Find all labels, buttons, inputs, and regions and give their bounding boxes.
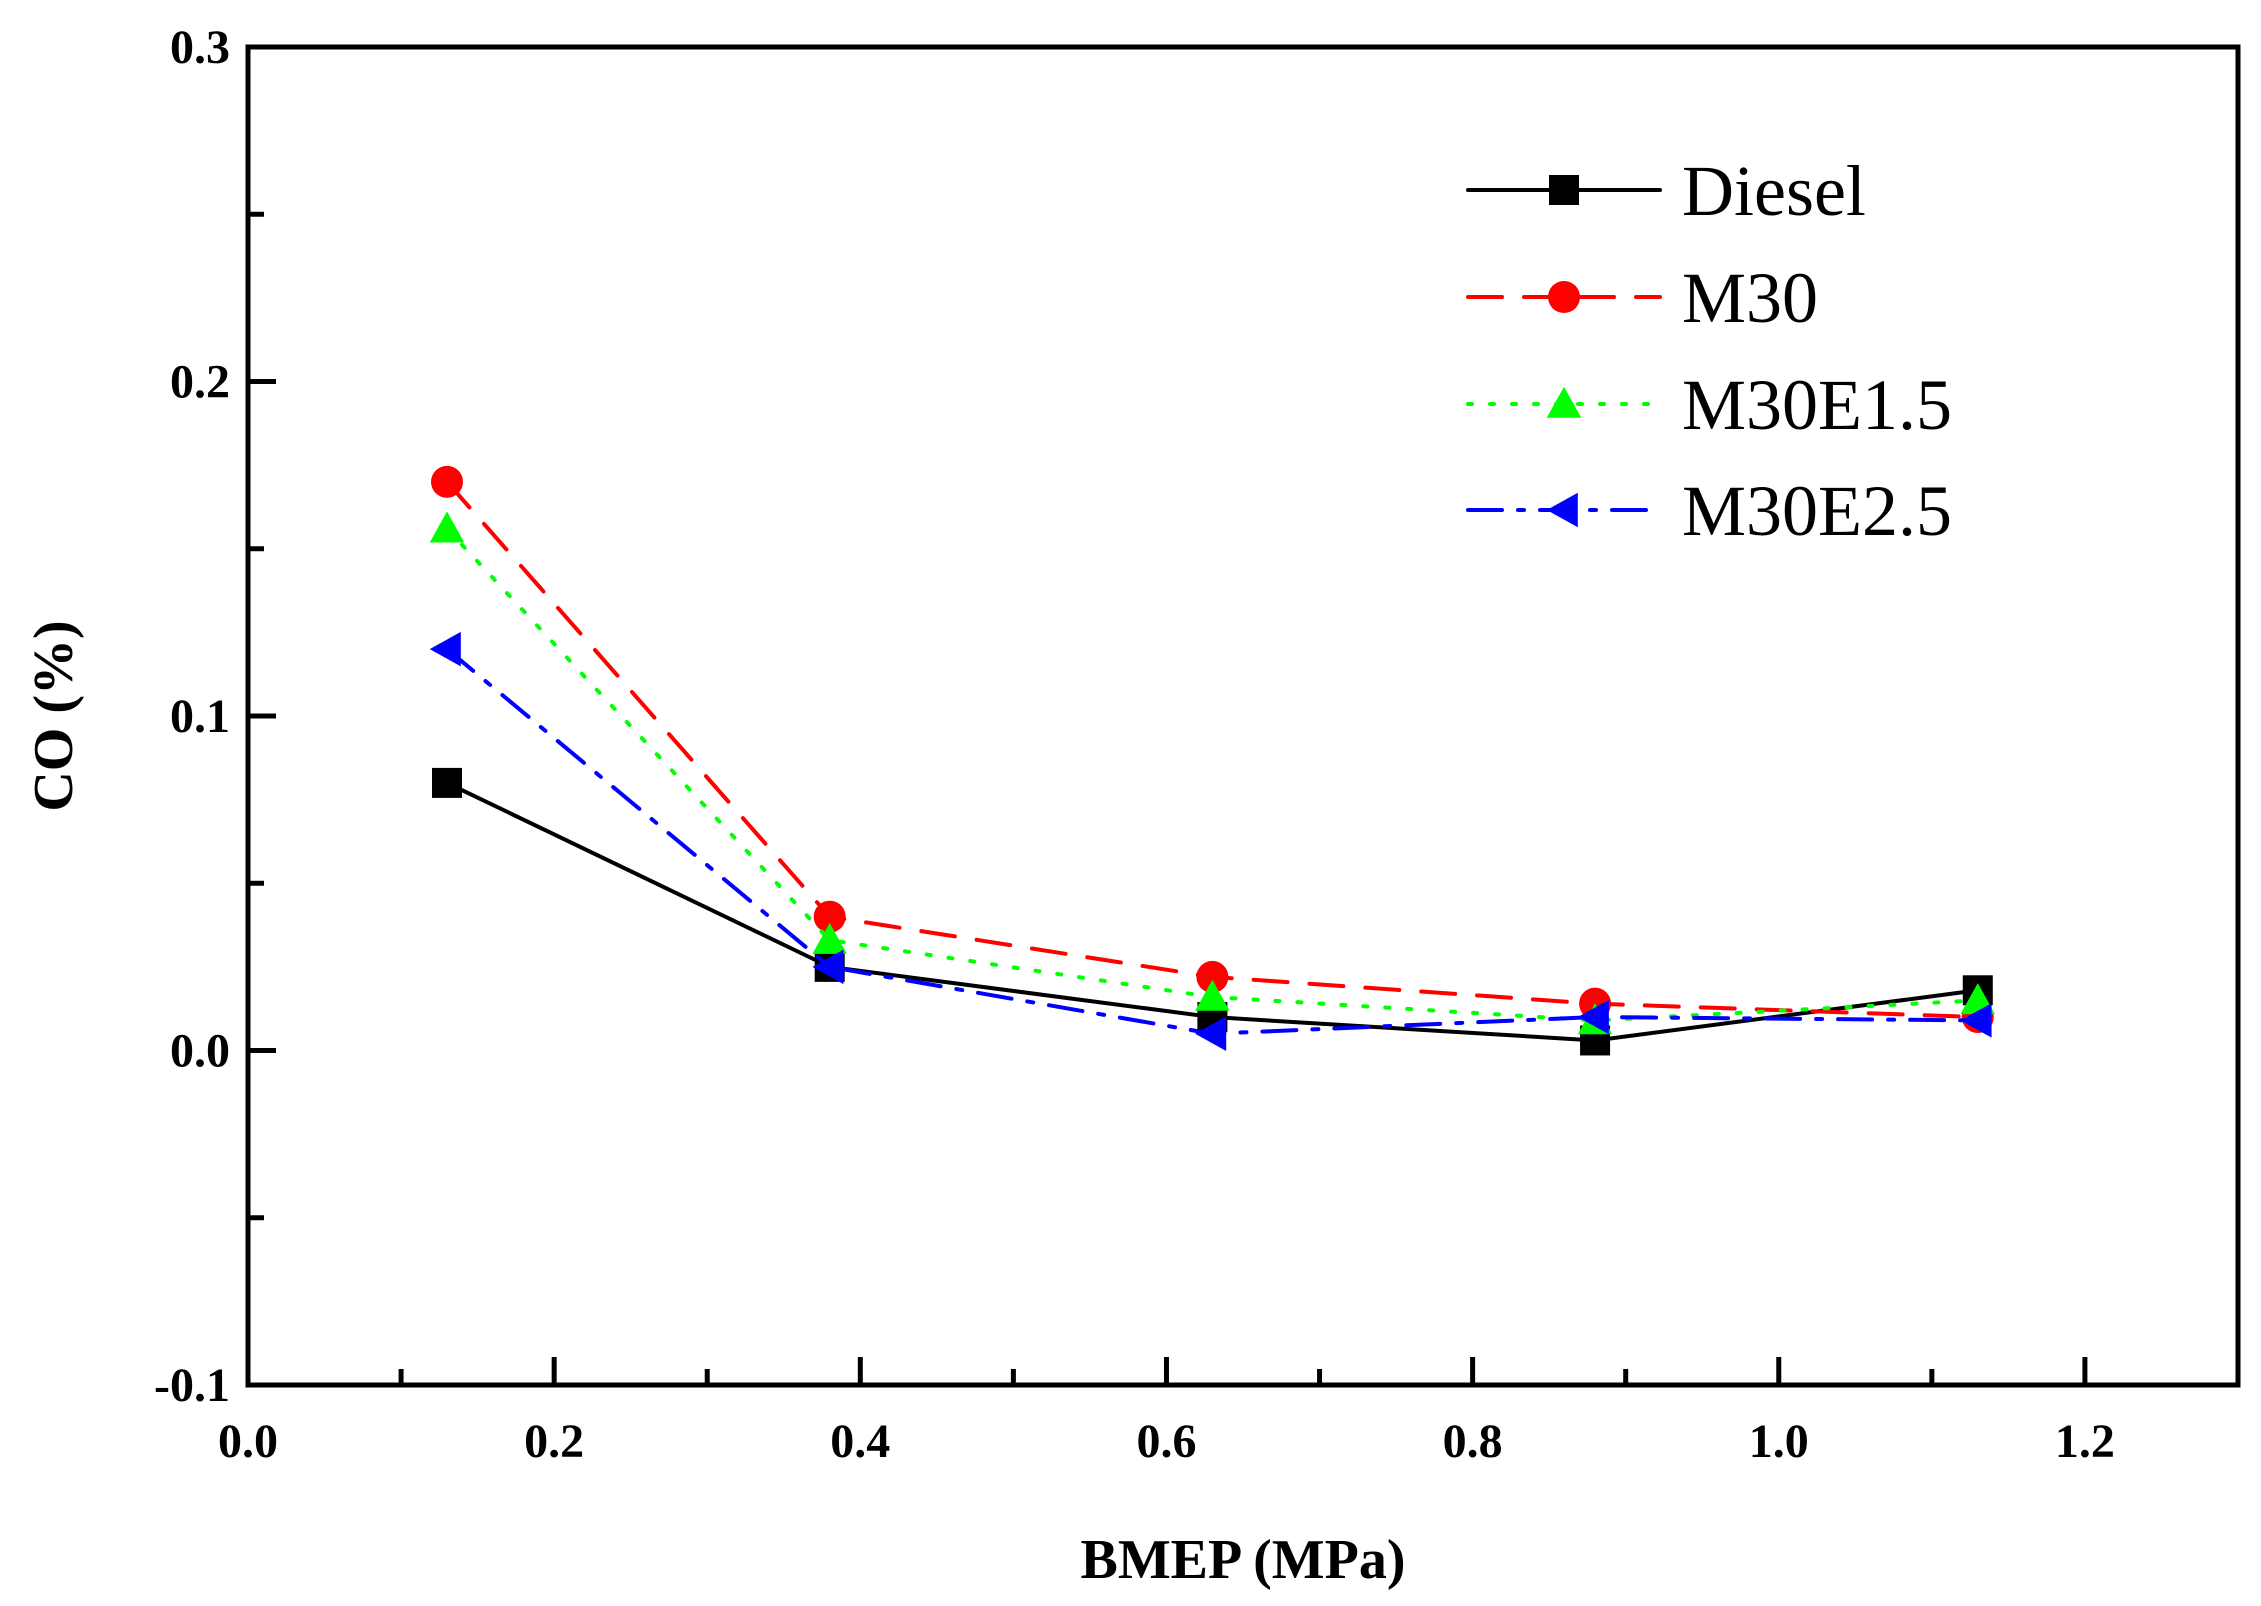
legend-label-m30e2-5: M30E2.5	[1682, 471, 1952, 551]
y-tick-label: 0.3	[170, 21, 230, 74]
data-point-m30e2-5	[1577, 999, 1609, 1035]
x-axis-title: BMEP (MPa)	[1080, 1529, 1405, 1591]
y-tick-label: -0.1	[154, 1359, 230, 1412]
legend-label-m30e1-5: M30E1.5	[1682, 365, 1952, 445]
plot-frame	[245, 44, 2241, 1388]
x-tick-label: 1.2	[2055, 1415, 2115, 1468]
data-point-m30e2-5	[1195, 1016, 1227, 1052]
data-point-m30	[431, 465, 463, 498]
legend: Diesel M30 M30E1.5 M30E2.5	[1466, 151, 1952, 551]
series-line-m30e1-5	[445, 526, 1980, 1023]
legend-marker-diesel	[1549, 175, 1579, 205]
x-tick-label: 0.6	[1136, 1415, 1196, 1468]
legend-label-diesel: Diesel	[1682, 151, 1866, 231]
y-tick-label: 0.2	[170, 356, 230, 409]
data-point-m30e1-5	[812, 922, 847, 954]
x-tick-label: 0.0	[218, 1415, 278, 1468]
data-point-m30e2-5	[429, 631, 461, 667]
legend-label-m30: M30	[1682, 258, 1818, 338]
data-point-m30	[813, 900, 846, 933]
data-point-diesel	[432, 767, 462, 798]
data-point-m30	[1196, 960, 1229, 993]
x-axis-ticks: 0.0 0.2 0.4 0.6 0.8 1.0 1.2	[218, 1357, 2115, 1468]
y-tick-label: 0.0	[170, 1025, 230, 1078]
x-tick-label: 0.8	[1443, 1415, 1503, 1468]
legend-marker-m30e1-5	[1546, 386, 1582, 418]
legend-marker-m30e2-5	[1546, 492, 1578, 528]
series-layer	[429, 465, 1996, 1056]
data-point-m30e1-5	[1195, 979, 1230, 1011]
data-point-m30e2-5	[812, 949, 844, 985]
x-tick-label: 1.0	[1749, 1415, 1809, 1468]
data-point-m30e1-5	[429, 511, 465, 543]
y-axis-ticks: -0.1 0.0 0.1 0.2 0.3	[154, 21, 276, 1412]
x-tick-label: 0.2	[524, 1415, 584, 1468]
y-axis-title: CO (%)	[23, 620, 85, 811]
legend-marker-m30	[1548, 281, 1580, 313]
data-point-m30e2-5	[1960, 1003, 1992, 1038]
x-tick-label: 0.4	[830, 1415, 890, 1468]
series-line-m30	[445, 479, 1980, 1020]
y-tick-label: 0.1	[170, 690, 230, 743]
